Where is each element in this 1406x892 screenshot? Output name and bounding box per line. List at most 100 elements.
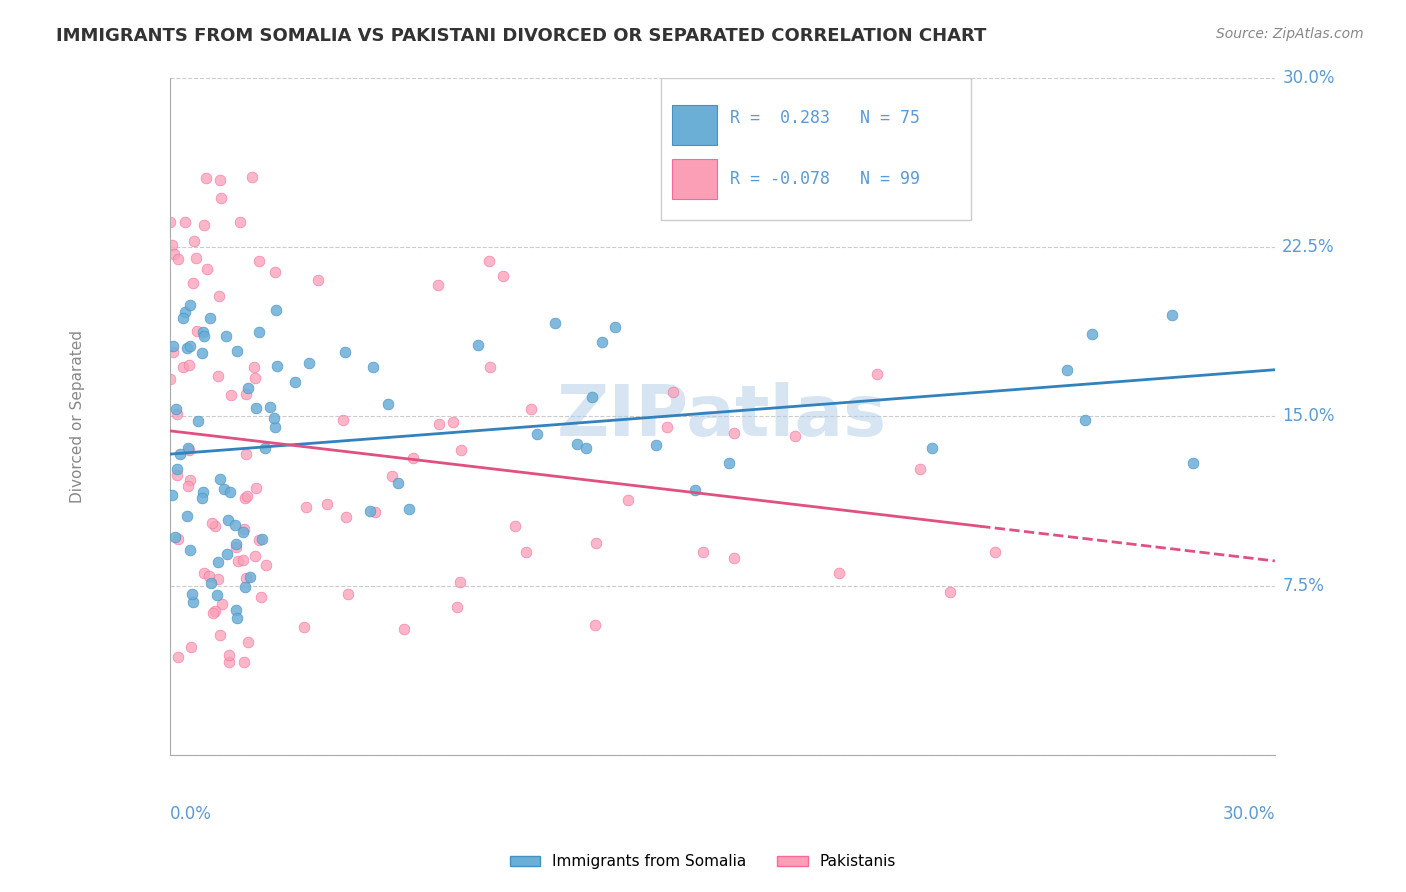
Immigrants from Somalia <box>224 518 246 533</box>
Pakistanis <box>247 254 270 268</box>
Pakistanis <box>233 491 256 505</box>
Pakistanis <box>235 387 257 401</box>
Immigrants from Somalia <box>259 400 281 414</box>
Pakistanis <box>583 617 606 632</box>
Immigrants from Somalia <box>1160 308 1182 322</box>
Immigrants from Somalia <box>644 438 666 452</box>
Immigrants from Somalia <box>200 576 222 591</box>
Pakistanis <box>661 385 683 400</box>
Immigrants from Somalia <box>266 359 288 373</box>
Pakistanis <box>785 428 807 442</box>
FancyBboxPatch shape <box>672 159 717 200</box>
Pakistanis <box>211 598 233 612</box>
Immigrants from Somalia <box>263 420 285 434</box>
Pakistanis <box>617 492 640 507</box>
Immigrants from Somalia <box>245 401 267 415</box>
Pakistanis <box>249 590 271 604</box>
Immigrants from Somalia <box>575 441 598 455</box>
Pakistanis <box>225 540 247 554</box>
Immigrants from Somalia <box>233 580 256 594</box>
Pakistanis <box>479 360 502 375</box>
Immigrants from Somalia <box>162 339 184 353</box>
Immigrants from Somalia <box>1073 413 1095 427</box>
Immigrants from Somalia <box>172 311 194 326</box>
Immigrants from Somalia <box>215 547 238 561</box>
Immigrants from Somalia <box>225 603 247 617</box>
Immigrants from Somalia <box>361 359 384 374</box>
Immigrants from Somalia <box>1056 363 1078 377</box>
Immigrants from Somalia <box>193 325 215 339</box>
Text: Source: ZipAtlas.com: Source: ZipAtlas.com <box>1216 27 1364 41</box>
Pakistanis <box>332 413 354 427</box>
Immigrants from Somalia <box>176 509 198 524</box>
Immigrants from Somalia <box>284 375 307 389</box>
Pakistanis <box>337 587 360 601</box>
Immigrants from Somalia <box>398 502 420 516</box>
FancyBboxPatch shape <box>661 78 972 219</box>
Pakistanis <box>315 497 337 511</box>
Pakistanis <box>180 640 202 654</box>
Immigrants from Somalia <box>160 488 183 502</box>
Immigrants from Somalia <box>215 329 238 343</box>
Immigrants from Somalia <box>191 491 214 505</box>
Pakistanis <box>828 566 851 580</box>
Immigrants from Somalia <box>176 341 198 355</box>
Pakistanis <box>866 367 889 381</box>
Pakistanis <box>264 265 287 279</box>
Immigrants from Somalia <box>208 472 231 486</box>
Pakistanis <box>243 360 266 375</box>
Pakistanis <box>520 401 543 416</box>
Pakistanis <box>201 516 224 530</box>
Pakistanis <box>229 215 252 229</box>
Immigrants from Somalia <box>359 504 381 518</box>
Immigrants from Somalia <box>467 337 489 351</box>
Immigrants from Somalia <box>193 329 215 343</box>
Text: 0.0%: 0.0% <box>170 805 211 822</box>
Immigrants from Somalia <box>264 303 287 318</box>
Pakistanis <box>218 648 240 662</box>
Pakistanis <box>207 368 229 383</box>
Pakistanis <box>228 554 250 568</box>
Pakistanis <box>441 415 464 429</box>
Immigrants from Somalia <box>180 586 202 600</box>
Immigrants from Somalia <box>565 437 588 451</box>
FancyBboxPatch shape <box>672 104 717 145</box>
Pakistanis <box>177 479 200 493</box>
Pakistanis <box>193 218 215 232</box>
Pakistanis <box>204 519 226 533</box>
Pakistanis <box>254 558 277 572</box>
Pakistanis <box>492 268 515 283</box>
Pakistanis <box>179 473 201 487</box>
Immigrants from Somalia <box>179 338 201 352</box>
Pakistanis <box>478 254 501 268</box>
Immigrants from Somalia <box>239 570 262 584</box>
Immigrants from Somalia <box>717 456 740 470</box>
Pakistanis <box>159 215 181 229</box>
Pakistanis <box>655 419 678 434</box>
Pakistanis <box>247 533 270 548</box>
Text: ZIPatlas: ZIPatlas <box>557 382 887 450</box>
Pakistanis <box>449 574 471 589</box>
Pakistanis <box>166 407 188 421</box>
Immigrants from Somalia <box>387 475 409 490</box>
Pakistanis <box>335 510 357 524</box>
Text: 15.0%: 15.0% <box>1282 408 1334 425</box>
Text: R = -0.078   N = 99: R = -0.078 N = 99 <box>730 170 920 188</box>
Pakistanis <box>197 262 219 277</box>
Pakistanis <box>177 443 200 458</box>
Pakistanis <box>163 247 186 261</box>
Pakistanis <box>723 550 745 565</box>
Immigrants from Somalia <box>544 316 567 330</box>
Pakistanis <box>233 522 256 536</box>
Pakistanis <box>426 278 449 293</box>
Pakistanis <box>209 173 232 187</box>
Pakistanis <box>364 505 387 519</box>
Immigrants from Somalia <box>207 588 229 602</box>
Immigrants from Somalia <box>219 484 242 499</box>
Immigrants from Somalia <box>165 401 187 416</box>
Pakistanis <box>159 372 181 386</box>
Immigrants from Somalia <box>214 483 236 497</box>
Immigrants from Somalia <box>581 390 603 404</box>
Pakistanis <box>162 344 184 359</box>
Immigrants from Somalia <box>179 542 201 557</box>
